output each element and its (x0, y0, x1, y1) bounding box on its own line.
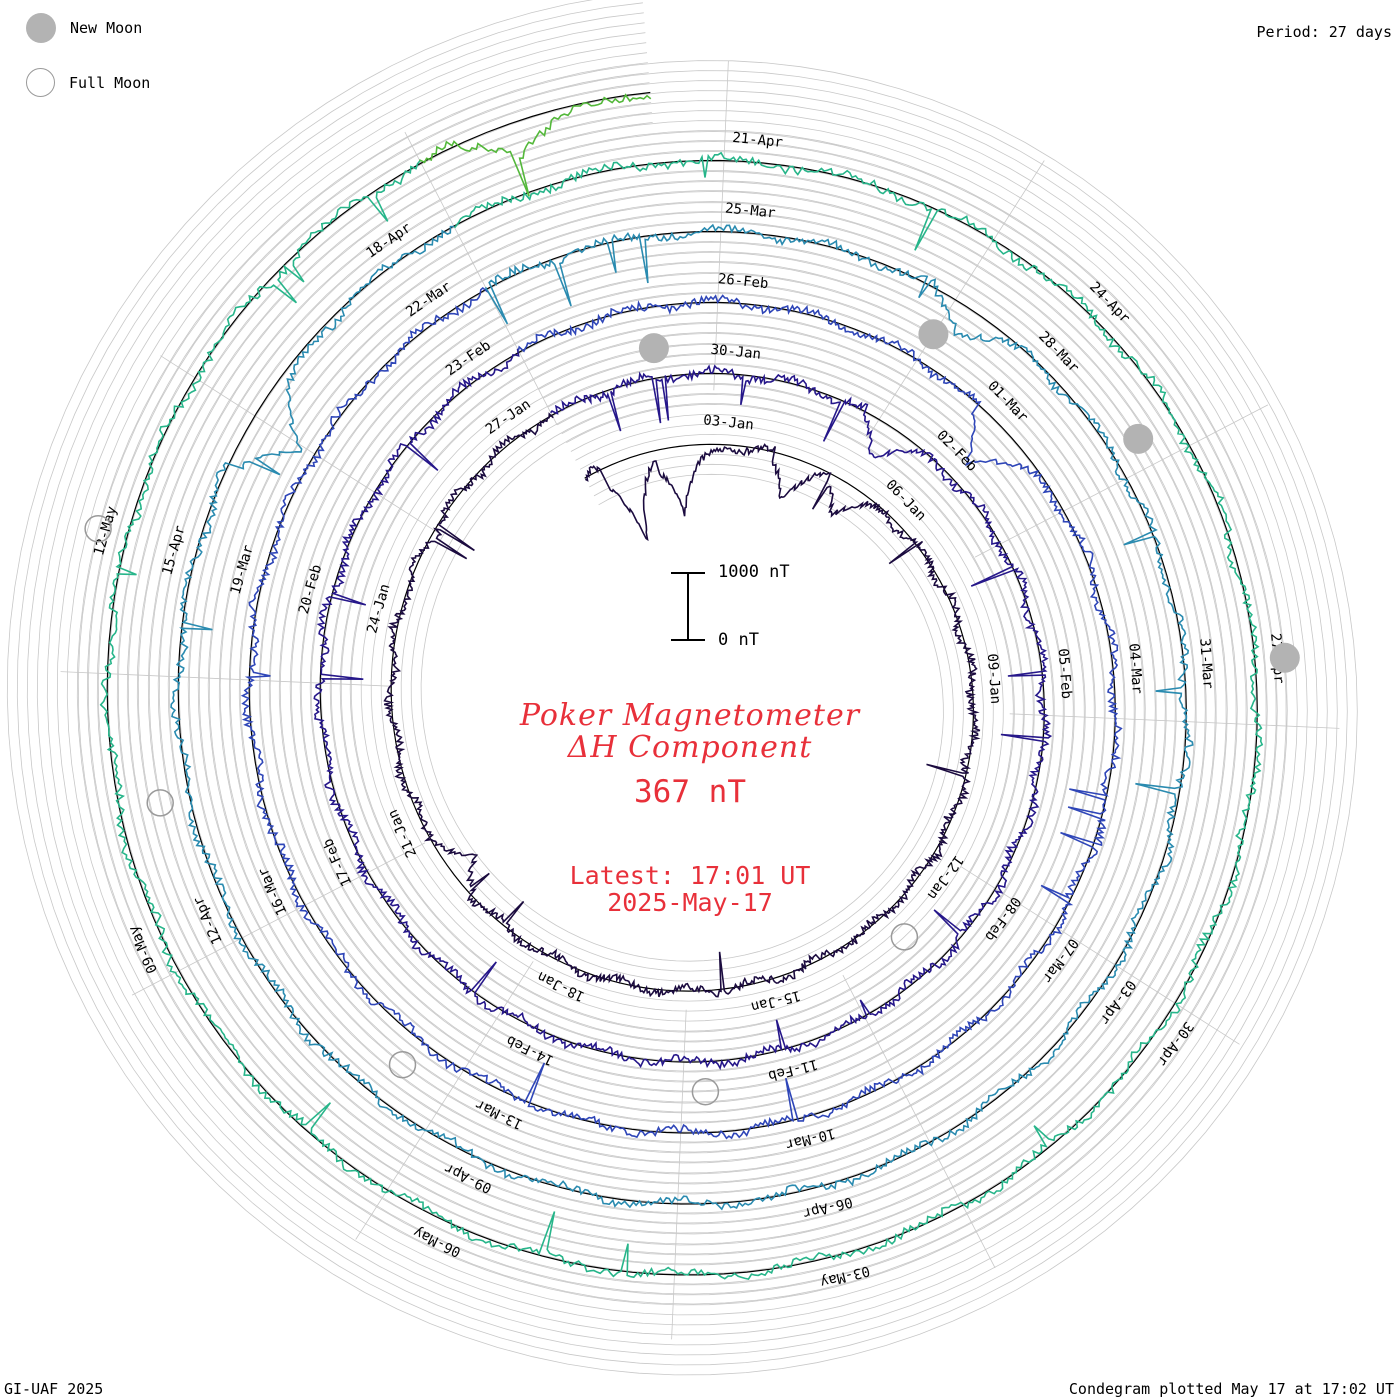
date-spoke (404, 131, 558, 426)
grid-spiral (116, 102, 1248, 1266)
date-label: 19-Mar (228, 543, 257, 596)
data-traces (99, 93, 1264, 1280)
date-spoke (1009, 713, 1340, 729)
full-moon-marker (890, 923, 919, 951)
date-spoke (974, 404, 1269, 558)
new-moon-marker (1269, 642, 1300, 673)
date-spoke (131, 842, 426, 996)
title-line-2: ΔH Component (567, 730, 813, 765)
data-trace-rotation (383, 412, 981, 998)
full-moon-marker (388, 1050, 417, 1079)
scale-bar (671, 572, 705, 641)
date-label: 26-Feb (717, 271, 769, 292)
date-label: 04-Mar (1125, 643, 1145, 695)
grid-spiral (126, 112, 1238, 1256)
new-moon-marker (638, 333, 669, 364)
scale-bottom-label: 0 nT (718, 630, 759, 650)
grid-spiral (136, 122, 1228, 1246)
grid-spiral (86, 72, 1278, 1296)
full-moon-icon (26, 68, 55, 97)
date-label: 06-May (411, 1223, 463, 1259)
grid-spiral (26, 12, 1338, 1356)
legend-full-moon: Full Moon (26, 68, 150, 97)
grid-spiral (76, 62, 1288, 1306)
date-label: 25-Mar (724, 200, 776, 221)
baseline-spiral (106, 91, 1258, 1276)
footer-plot-time: Condegram plotted May 17 at 17:02 UT (1068, 1380, 1394, 1398)
date-label: 17-Feb (320, 836, 355, 889)
date-spoke (60, 671, 391, 687)
new-moon-icon (26, 13, 56, 43)
baseline-spiral-path (106, 91, 1258, 1276)
latest-block: Latest: 17:01 UT 2025-May-17 (430, 862, 950, 916)
legend-new-moon: New Moon (26, 13, 142, 43)
date-label: 03-Jan (703, 412, 755, 433)
period-label: Period: 27 days (1256, 23, 1392, 41)
date-label: 09-Jan (984, 653, 1004, 705)
footer-credit: GI-UAF 2025 (4, 1380, 104, 1398)
date-label: 15-Jan (749, 987, 802, 1015)
new-moon-marker (918, 319, 949, 350)
date-label: 30-Jan (710, 342, 762, 363)
new-moon-label: New Moon (70, 19, 143, 37)
date-label: 20-Feb (296, 563, 325, 616)
spiral-grid (6, 0, 1358, 1376)
chart-title: Poker Magnetometer ΔH Component (430, 700, 950, 764)
date-label: 12-May (91, 504, 120, 557)
date-label: 03-May (818, 1262, 871, 1290)
grid-spiral (46, 32, 1318, 1336)
data-trace-rotation (99, 151, 1264, 1280)
date-label: 09-Apr (442, 1160, 494, 1196)
date-label: 09-May (126, 923, 161, 976)
current-value: 367 nT (634, 774, 746, 810)
full-moon-marker (146, 789, 174, 817)
date-label: 21-Apr (732, 130, 784, 151)
full-moon-label: Full Moon (69, 73, 151, 92)
date-label: 10-Mar (784, 1125, 837, 1153)
date-spoke (961, 866, 1240, 1045)
data-trace-rotation (313, 348, 1053, 1071)
date-label: 11-Feb (766, 1056, 819, 1084)
date-label: 05-Feb (1055, 648, 1075, 700)
data-trace-rotation (418, 93, 652, 197)
scale-top-label: 1000 nT (718, 562, 790, 582)
full-moon-marker (691, 1077, 720, 1106)
grid-spiral (66, 52, 1298, 1316)
date-label: 21-Jan (385, 807, 420, 860)
date-spoke (160, 355, 439, 534)
latest-time: Latest: 17:01 UT (569, 861, 811, 890)
grid-spiral (96, 82, 1268, 1286)
date-spoke (671, 1009, 687, 1340)
grid-spiral (6, 0, 1358, 1376)
date-label: 13-Mar (473, 1096, 525, 1132)
date-label: 15-Apr (159, 524, 188, 577)
date-label: 06-Apr (801, 1193, 854, 1221)
moon-markers (84, 319, 1300, 1106)
date-spoke (842, 974, 996, 1269)
title-line-1: Poker Magnetometer (519, 698, 861, 733)
new-moon-marker (1123, 423, 1154, 454)
full-moon-marker (84, 515, 112, 543)
latest-date: 2025-May-17 (607, 888, 773, 917)
date-label: 31-Mar (1196, 638, 1216, 690)
data-trace-rotation (240, 286, 1123, 1140)
date-spoke (713, 60, 729, 391)
data-trace-rotation (170, 223, 1194, 1211)
grid-spiral (16, 2, 1348, 1366)
grid-spiral (56, 42, 1308, 1326)
